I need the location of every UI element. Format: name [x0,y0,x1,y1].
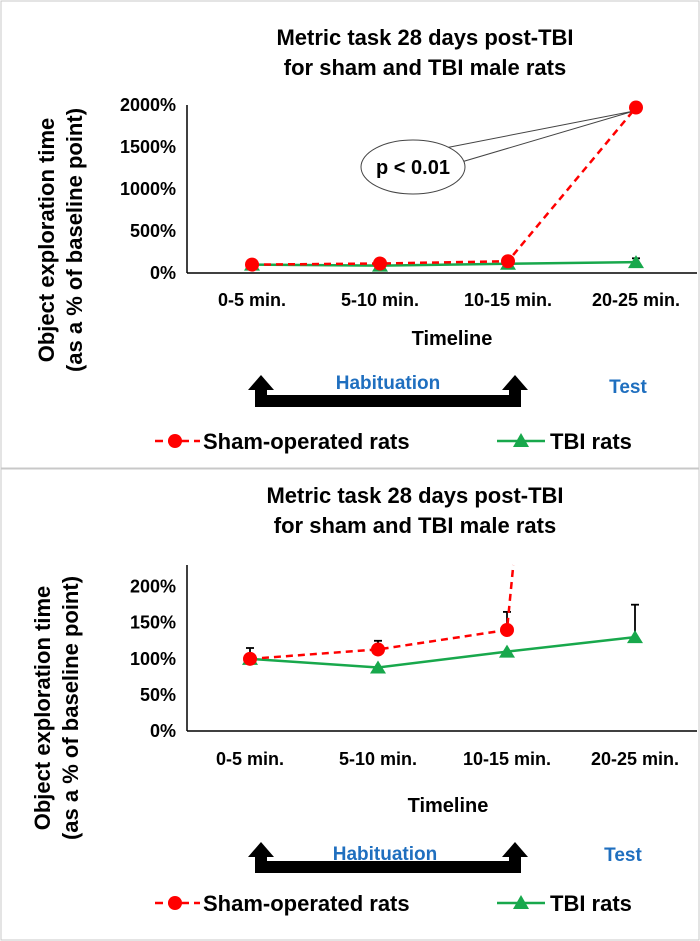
x-tick-label: 5-10 min. [339,749,417,769]
legend-sham-label: Sham-operated rats [203,429,410,454]
x-axis-label: Timeline [412,328,493,350]
habituation-bracket-arrow [248,842,528,873]
habituation-label: Habituation [336,373,441,394]
sham-point-marker [245,257,259,272]
series-group [242,564,643,674]
y-tick-label: 0% [150,721,176,741]
tbi-point-marker [499,644,515,658]
y-tick-labels: 0% 50% 100% 150% 200% [130,577,176,741]
y-tick-label: 50% [140,685,176,705]
tbi-point-marker [370,660,386,674]
y-tick-label: 200% [130,577,176,597]
x-tick-label: 0-5 min. [218,290,286,310]
chart-top: Metric task 28 days post-TBI for sham an… [34,25,697,454]
test-label: Test [609,377,647,398]
significance-callout: p < 0.01 [360,110,635,195]
legend-tbi-label: TBI rats [550,429,632,454]
legend: Sham-operated rats TBI rats [155,429,632,454]
chart-bottom: Metric task 28 days post-TBI for sham an… [30,483,697,916]
legend-tbi-marker [513,433,529,447]
x-tick-label: 20-25 min. [592,290,680,310]
legend-sham-marker [168,434,182,448]
panel-bottom-frame [0,468,700,941]
tbi-point-marker [628,255,644,269]
legend-tbi-marker [513,895,529,909]
y-tick-label: 100% [130,649,176,669]
x-axis-label: Timeline [408,795,489,817]
sham-point-marker [629,100,643,115]
legend-sham-marker [168,896,182,910]
x-tick-label: 10-15 min. [464,290,552,310]
legend-sham-label: Sham-operated rats [203,891,410,916]
y-tick-label: 1000% [120,179,176,199]
y-axis-label-line2: (as a % of baseline point) [62,108,87,372]
y-axis-label-line1: Object exploration time [34,118,59,363]
y-axis-label-line2: (as a % of baseline point) [58,576,83,840]
y-tick-label: 2000% [120,95,176,115]
test-label: Test [604,845,642,866]
y-tick-labels: 0% 500% 1000% 1500% 2000% [120,95,176,283]
x-tick-label: 20-25 min. [591,749,679,769]
chart-title-line1: Metric task 28 days post-TBI [266,483,563,508]
legend-tbi-label: TBI rats [550,891,632,916]
chart-title-line2: for sham and TBI male rats [284,55,566,80]
chart-title-line2: for sham and TBI male rats [274,513,556,538]
x-tick-labels: 0-5 min. 5-10 min. 10-15 min. 20-25 min. [216,749,679,769]
chart-title-line1: Metric task 28 days post-TBI [276,25,573,50]
p-value-annotation: p < 0.01 [376,157,450,179]
series-group [244,100,644,272]
habituation-label: Habituation [333,844,438,865]
y-tick-label: 1500% [120,137,176,157]
phase-indicator: Habituation Test [248,373,647,407]
phase-indicator: Habituation Test [248,842,642,873]
x-tick-label: 5-10 min. [341,290,419,310]
series-line-sham [249,564,515,661]
y-tick-label: 0% [150,263,176,283]
y-tick-label: 150% [130,613,176,633]
y-tick-label: 500% [130,221,176,241]
series-line-tbi [249,635,636,669]
x-tick-labels: 0-5 min. 5-10 min. 10-15 min. 20-25 min. [218,290,680,310]
x-tick-label: 0-5 min. [216,749,284,769]
y-axis-label-line1: Object exploration time [30,586,55,831]
sham-point-marker [373,256,387,271]
sham-point-marker [501,254,515,269]
tbi-point-marker [627,630,643,644]
legend: Sham-operated rats TBI rats [155,891,632,916]
sham-point-marker [500,622,514,637]
sham-point-marker [371,642,385,657]
series-line-sham [251,106,637,266]
sham-point-marker [243,651,257,666]
habituation-bracket-arrow [248,375,528,407]
panel-top-frame [0,0,700,469]
x-tick-label: 10-15 min. [463,749,551,769]
callout-bubble [360,139,466,195]
callout-pointer [444,110,635,164]
